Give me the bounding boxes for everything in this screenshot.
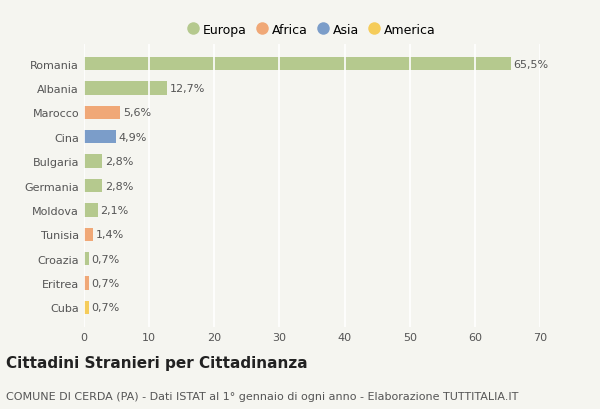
Text: 2,1%: 2,1% bbox=[100, 205, 128, 216]
Bar bbox=[84, 276, 89, 290]
Text: 12,7%: 12,7% bbox=[169, 84, 205, 94]
Text: 4,9%: 4,9% bbox=[119, 133, 147, 142]
Text: 65,5%: 65,5% bbox=[513, 60, 548, 70]
Text: Cittadini Stranieri per Cittadinanza: Cittadini Stranieri per Cittadinanza bbox=[6, 355, 308, 370]
Bar bbox=[84, 82, 167, 96]
Text: 0,7%: 0,7% bbox=[91, 254, 119, 264]
Text: 0,7%: 0,7% bbox=[91, 279, 119, 288]
Text: COMUNE DI CERDA (PA) - Dati ISTAT al 1° gennaio di ogni anno - Elaborazione TUTT: COMUNE DI CERDA (PA) - Dati ISTAT al 1° … bbox=[6, 391, 518, 401]
Bar bbox=[84, 228, 93, 241]
Bar bbox=[84, 204, 98, 217]
Text: 2,8%: 2,8% bbox=[105, 181, 133, 191]
Text: 5,6%: 5,6% bbox=[123, 108, 151, 118]
Bar bbox=[84, 180, 102, 193]
Legend: Europa, Africa, Asia, America: Europa, Africa, Asia, America bbox=[183, 19, 441, 42]
Text: 2,8%: 2,8% bbox=[105, 157, 133, 167]
Bar bbox=[84, 131, 116, 144]
Bar bbox=[84, 301, 89, 315]
Bar bbox=[84, 252, 89, 266]
Bar bbox=[84, 155, 102, 169]
Bar bbox=[84, 58, 511, 71]
Text: 0,7%: 0,7% bbox=[91, 303, 119, 312]
Bar bbox=[84, 106, 121, 120]
Text: 1,4%: 1,4% bbox=[96, 230, 124, 240]
